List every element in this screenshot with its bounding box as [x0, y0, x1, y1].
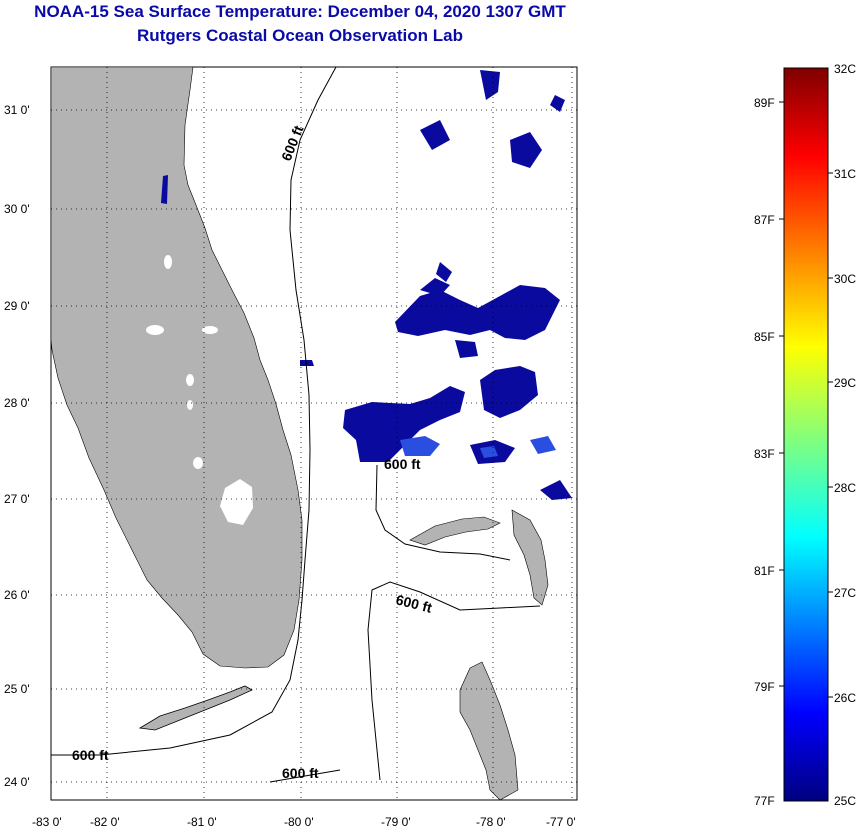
andros-island: [459, 661, 519, 800]
colorbar-f-label: 87F: [754, 213, 775, 227]
isobath-label: 600 ft: [72, 747, 109, 763]
colorbar-c-label: 29C: [834, 376, 856, 390]
lat-label: 30 0': [4, 202, 30, 216]
colorbar-f-label: 79F: [754, 680, 775, 694]
lat-label: 26 0': [4, 588, 30, 602]
lat-label: 24 0': [4, 775, 30, 789]
colorbar-ticks: [779, 101, 833, 698]
lon-label: -82 0': [90, 815, 120, 829]
colorbar-c-label: 30C: [834, 272, 856, 286]
sst-patches: [161, 70, 572, 500]
lon-label: -78 0': [476, 815, 506, 829]
lon-label: -79 0': [381, 815, 411, 829]
lon-label: -83 0': [32, 815, 62, 829]
sst-warmer-patches: [400, 436, 556, 458]
colorbar-c-label: 28C: [834, 481, 856, 495]
isobath-label: 600 ft: [384, 456, 421, 472]
lat-label: 29 0': [4, 299, 30, 313]
lon-label: -77 0': [546, 815, 576, 829]
lat-label: 27 0': [4, 492, 30, 506]
lat-label: 31 0': [4, 103, 30, 117]
colorbar-c-label: 27C: [834, 586, 856, 600]
colorbar-f-label: 89F: [754, 96, 775, 110]
graticule: [51, 67, 577, 800]
grand-bahama-island: [409, 516, 501, 546]
inland-lake: [164, 255, 172, 269]
colorbar-c-label: 32C: [834, 62, 856, 76]
colorbar-f-label: 85F: [754, 330, 775, 344]
isobath-lines: [51, 67, 541, 783]
colorbar: [783, 67, 829, 802]
colorbar-f-label: 83F: [754, 447, 775, 461]
lon-label: -81 0': [187, 815, 217, 829]
colorbar-f-label: 81F: [754, 564, 775, 578]
inland-lake: [202, 326, 218, 334]
colorbar-c-label: 31C: [834, 167, 856, 181]
lat-label: 28 0': [4, 396, 30, 410]
inland-lake: [193, 457, 203, 469]
inland-lake: [186, 374, 194, 386]
abaco-island: [511, 509, 549, 606]
lat-label: 25 0': [4, 682, 30, 696]
inland-lake: [146, 325, 164, 335]
chart-title: NOAA-15 Sea Surface Temperature: Decembe…: [34, 2, 566, 21]
inland-lake: [187, 400, 193, 410]
lon-label: -80 0': [284, 815, 314, 829]
isobath-label: 600 ft: [282, 765, 319, 781]
chart-subtitle: Rutgers Coastal Ocean Observation Lab: [137, 26, 463, 45]
florida-keys: [138, 685, 253, 731]
colorbar-c-label: 25C: [834, 794, 856, 808]
lake-okeechobee: [220, 479, 253, 525]
colorbar-c-label: 26C: [834, 691, 856, 705]
colorbar-f-label: 77F: [754, 794, 775, 808]
